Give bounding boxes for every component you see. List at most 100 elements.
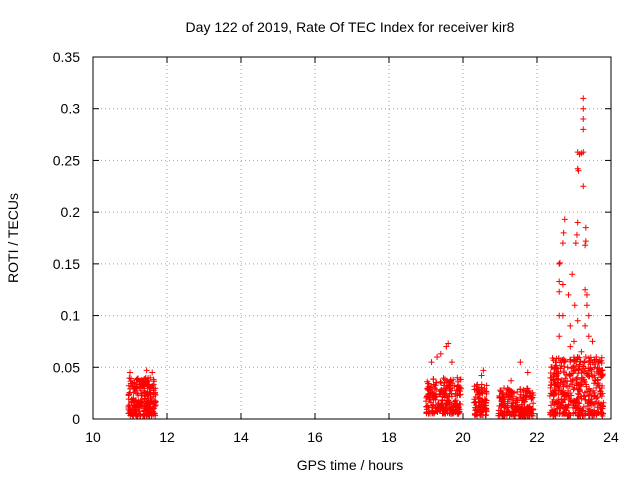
y-tick-label: 0.05 [53,359,80,375]
data-point [141,395,148,402]
data-point [514,405,521,412]
data-point [455,382,462,389]
data-point [586,408,593,415]
data-point [508,377,515,384]
data-point [476,390,483,397]
data-point [598,354,605,361]
data-point [433,386,440,393]
data-point [125,403,132,410]
data-point [589,338,596,345]
data-point [556,278,563,285]
data-point [524,369,531,376]
y-tick-label: 0.15 [53,256,80,272]
data-point [447,377,454,384]
data-point [504,386,511,393]
data-point [591,372,598,379]
data-point [554,410,561,417]
data-point [509,393,516,400]
gridlines [93,57,611,419]
data-point [474,381,481,388]
data-point [147,384,154,391]
data-point [508,402,515,409]
data-point [560,356,567,363]
data-point [478,384,485,391]
data-point [575,167,582,174]
data-point [455,409,462,416]
data-point [436,391,443,398]
data-point [551,369,558,376]
data-point [584,400,591,407]
data-point [454,403,461,410]
data-point [499,389,506,396]
data-point [550,406,557,413]
data-point [594,377,601,384]
data-point [569,271,576,278]
data-point [137,400,144,407]
data-point [566,371,573,378]
data-point [571,367,578,374]
data-point [483,408,490,415]
x-tick-label: 10 [85,429,101,445]
data-point [580,183,587,190]
data-point [498,402,505,409]
data-point [565,402,572,409]
y-tick-label: 0.3 [61,101,81,117]
data-point [431,385,438,392]
data-point [598,384,605,391]
data-point [582,353,589,360]
tick-labels: 10 12 14 16 18 20 22 24 0 0.05 0.1 0.15 0.2 0.25 0.3 0.… [53,49,619,445]
data-point [434,404,441,411]
data-point [449,404,456,411]
data-point [431,390,438,397]
data-point [523,392,530,399]
data-point [441,390,448,397]
data-point [448,359,455,366]
data-point [521,399,528,406]
data-point [523,393,530,400]
data-point [551,400,558,407]
data-point [581,358,588,365]
data-point [591,364,598,371]
data-point [593,368,600,375]
data-point [593,353,600,360]
data-point [593,412,600,419]
data-point [591,393,598,400]
data-point [585,312,592,319]
data-point [580,116,587,123]
data-point [127,369,133,376]
data-point [583,302,590,309]
data-point [562,379,569,386]
data-point [145,399,152,406]
data-point [559,312,566,319]
data-point [567,378,574,385]
data-point [438,386,445,393]
data-point [437,350,444,357]
data-point [587,399,594,406]
data-point [585,333,592,340]
data-point [594,404,601,411]
data-point [143,401,150,408]
data-point [439,397,446,404]
data-point [580,105,587,112]
data-point [582,242,589,249]
data-point [582,238,589,245]
data-point [513,395,520,402]
data-point [530,400,537,407]
data-point [437,407,444,414]
data-point [599,412,606,419]
data-point [560,368,567,375]
data-point [573,397,580,404]
data-point [580,377,587,384]
data-point [556,288,563,295]
data-point [552,390,559,397]
data-point [481,405,488,412]
data-point [564,364,571,371]
data-point [568,392,575,399]
data-point [482,399,489,406]
data-point [566,395,573,402]
data-point [551,409,558,416]
data-point [571,302,578,309]
data-point [445,399,452,406]
data-point [550,412,557,419]
data-point [148,412,155,419]
